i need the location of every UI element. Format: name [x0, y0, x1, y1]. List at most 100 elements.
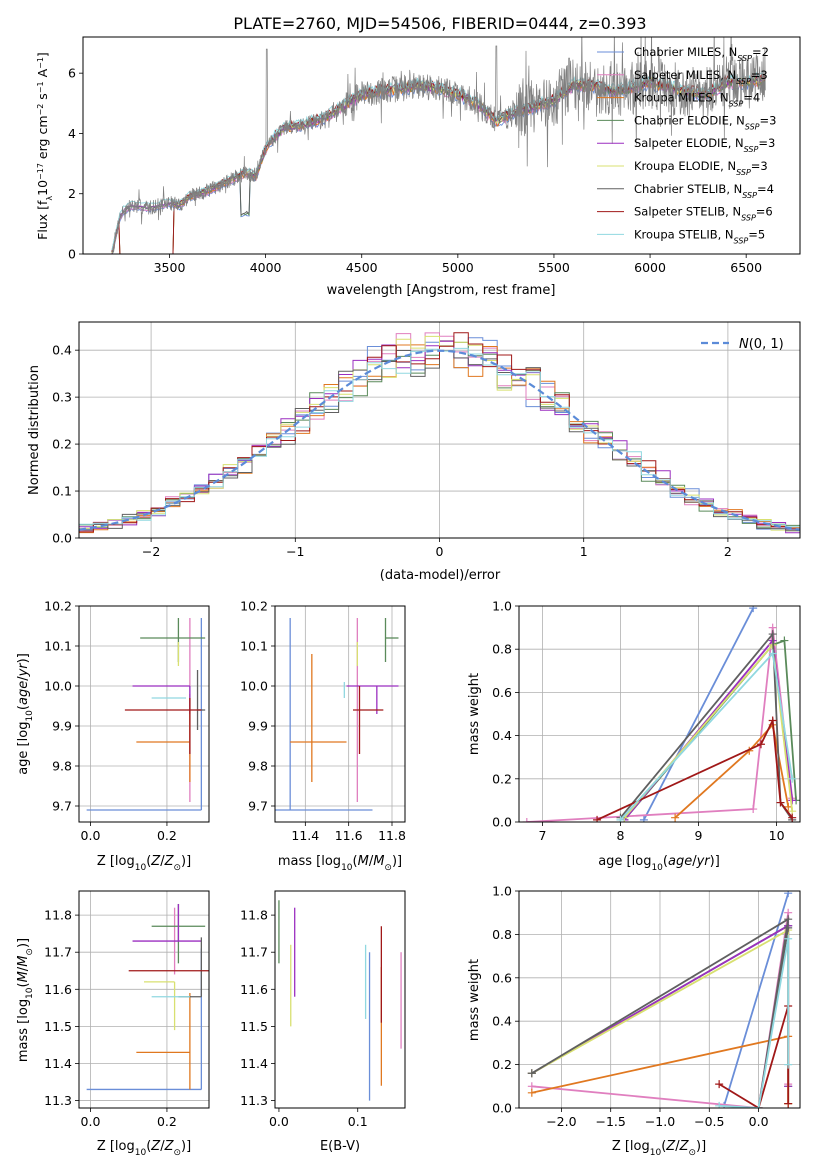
x-tick-label: 0.2: [157, 1114, 177, 1129]
legend-label-tail: (0, 1): [749, 337, 784, 352]
legend-label: N(0, 1): [739, 337, 784, 352]
legend-label: Chabrier MILES, NSSP=2: [634, 45, 769, 63]
label-part: yr: [16, 662, 31, 678]
y-tick-label: 11.7: [44, 945, 72, 960]
x-axis-label: Z [log10(Z/Z⊙)]: [612, 1139, 706, 1158]
label-part: (: [16, 982, 31, 987]
x-axis-label: Z [log10(Z/Z⊙)]: [97, 1139, 191, 1158]
errorbar-kroupa_miles: [136, 993, 191, 1090]
legend-label-sub: SSP: [744, 145, 759, 154]
legend-label-main: Chabrier STELIB, N: [634, 182, 742, 196]
y-tick-label: 0.8: [492, 927, 512, 942]
y-tick-label: 0.1: [52, 484, 72, 499]
errorbar-chabrier_stelib: [178, 937, 203, 998]
label-part: Z [log: [97, 854, 135, 869]
y-tick-label: 11.6: [240, 982, 268, 997]
y-tick-label: 11.4: [44, 1056, 72, 1071]
y-tick-label: 11.8: [44, 908, 72, 923]
x-axis-label: wavelength [Angstrom, rest frame]: [327, 283, 556, 298]
y-tick-label: 1.0: [492, 599, 512, 614]
y-tick-label: 0.0: [52, 531, 72, 546]
x-tick-label: −2.0: [546, 1114, 576, 1129]
point-marker: [784, 1099, 793, 1108]
panel-z_age: 0.0 0.29.79.89.910.010.110.2Z [log10(Z/Z⊙…: [16, 599, 210, 873]
label-part: M: [373, 854, 384, 869]
x-tick-label: 0.0: [749, 1114, 769, 1129]
legend-item: Kroupa MILES, NSSP=4: [597, 91, 760, 108]
legend-item: Chabrier MILES, NSSP=2: [597, 45, 769, 63]
legend-label: Kroupa STELIB, NSSP=5: [634, 227, 765, 245]
series-line: [531, 917, 790, 1108]
label-part: A: [35, 68, 50, 81]
series-line: [674, 722, 790, 819]
y-axis-label: mass weight: [467, 673, 482, 755]
label-part: Flux [f: [35, 200, 50, 240]
label-part: 10: [25, 987, 35, 999]
axes-frame: 11.4 11.6 11.8 9.7 9.8 9.9 10.0 10.1 10.2 mass [l…: [240, 599, 406, 874]
errorbar-salpeter_stelib: [124, 698, 202, 754]
y-tick-label: 9.7: [248, 799, 268, 814]
legend-item: Chabrier ELODIE, NSSP=3: [597, 113, 776, 131]
label-part: /: [16, 966, 31, 971]
point-marker: [671, 813, 680, 822]
axes-box: [78, 605, 210, 823]
x-tick-label: −0.5: [694, 1114, 724, 1129]
errorbar-kroupa_elodie: [144, 981, 176, 1031]
y-tick-label: 10.2: [240, 599, 268, 614]
data-spectrum-line: [112, 37, 766, 254]
label-part: 10: [651, 863, 663, 873]
axes-box: [518, 890, 801, 1109]
y-tick-label: 0.0: [492, 815, 512, 830]
x-tick-label: 0.0: [269, 1114, 289, 1129]
errorbar-salpeter_elodie: [132, 903, 202, 942]
legend-label-sub: SSP: [745, 122, 760, 131]
x-tick-label: −2: [142, 544, 160, 559]
label-part: Z: [150, 1139, 161, 1154]
legend-label-sub: SSP: [742, 190, 757, 199]
x-tick-label: 3500: [154, 260, 186, 275]
x-tick-label: 10: [769, 828, 785, 843]
axes-frame: 3500 4000 4500 5000 5500 6000 6500 0 2 4 6 Chabrier…: [35, 36, 801, 298]
label-part: )]: [16, 653, 31, 663]
x-tick-label: 0.2: [157, 828, 177, 843]
label-part: (: [663, 854, 668, 869]
y-tick-label: 11.7: [240, 945, 268, 960]
y-tick-label: 4: [68, 126, 76, 141]
y-tick-label: 0.4: [492, 728, 512, 743]
y-tick-label: 0.0: [492, 1101, 512, 1116]
legend: N(0, 1): [701, 337, 784, 352]
label-part: 10: [341, 863, 353, 873]
axes-frame: 0.0 0.1 11.3 11.4 11.5 11.6 11.7 11.8 E(B-V): [240, 890, 406, 1154]
legend-label-sub: SSP: [737, 54, 752, 63]
x-tick-label: 4500: [346, 260, 378, 275]
errorbar-chabrier_miles: [275, 618, 373, 811]
legend-label-main: Kroupa MILES, N: [634, 91, 729, 105]
label-part: (: [16, 705, 31, 710]
legend-label-tail: =6: [756, 205, 773, 219]
panel-mass_age: 11.4 11.6 11.8 9.7 9.8 9.9 10.0 10.1 10.2 mass [l…: [240, 599, 406, 874]
point-marker: [788, 813, 797, 822]
label-part: age: [668, 854, 692, 869]
y-tick-label: 11.3: [44, 1093, 72, 1108]
label-part: )]: [392, 854, 402, 869]
axes-box: [82, 36, 801, 255]
axes-box: [518, 605, 801, 823]
label-part: ⊙: [25, 948, 35, 956]
label-part: −1: [36, 81, 45, 93]
label-part: (: [146, 1139, 151, 1154]
x-tick-label: −1: [286, 544, 304, 559]
errorbar-chabrier_miles: [86, 948, 203, 1091]
y-tick-label: 9.9: [248, 719, 268, 734]
legend-label-tail: =4: [757, 182, 774, 196]
label-part: λ: [45, 196, 54, 201]
label-part: Z [log: [612, 1139, 650, 1154]
y-tick-label: 9.8: [52, 759, 72, 774]
label-part: M: [16, 956, 31, 967]
y-tick-label: 10.0: [44, 679, 72, 694]
point-marker: [780, 636, 789, 645]
axes-box: [274, 605, 406, 823]
label-part: /: [160, 854, 165, 869]
